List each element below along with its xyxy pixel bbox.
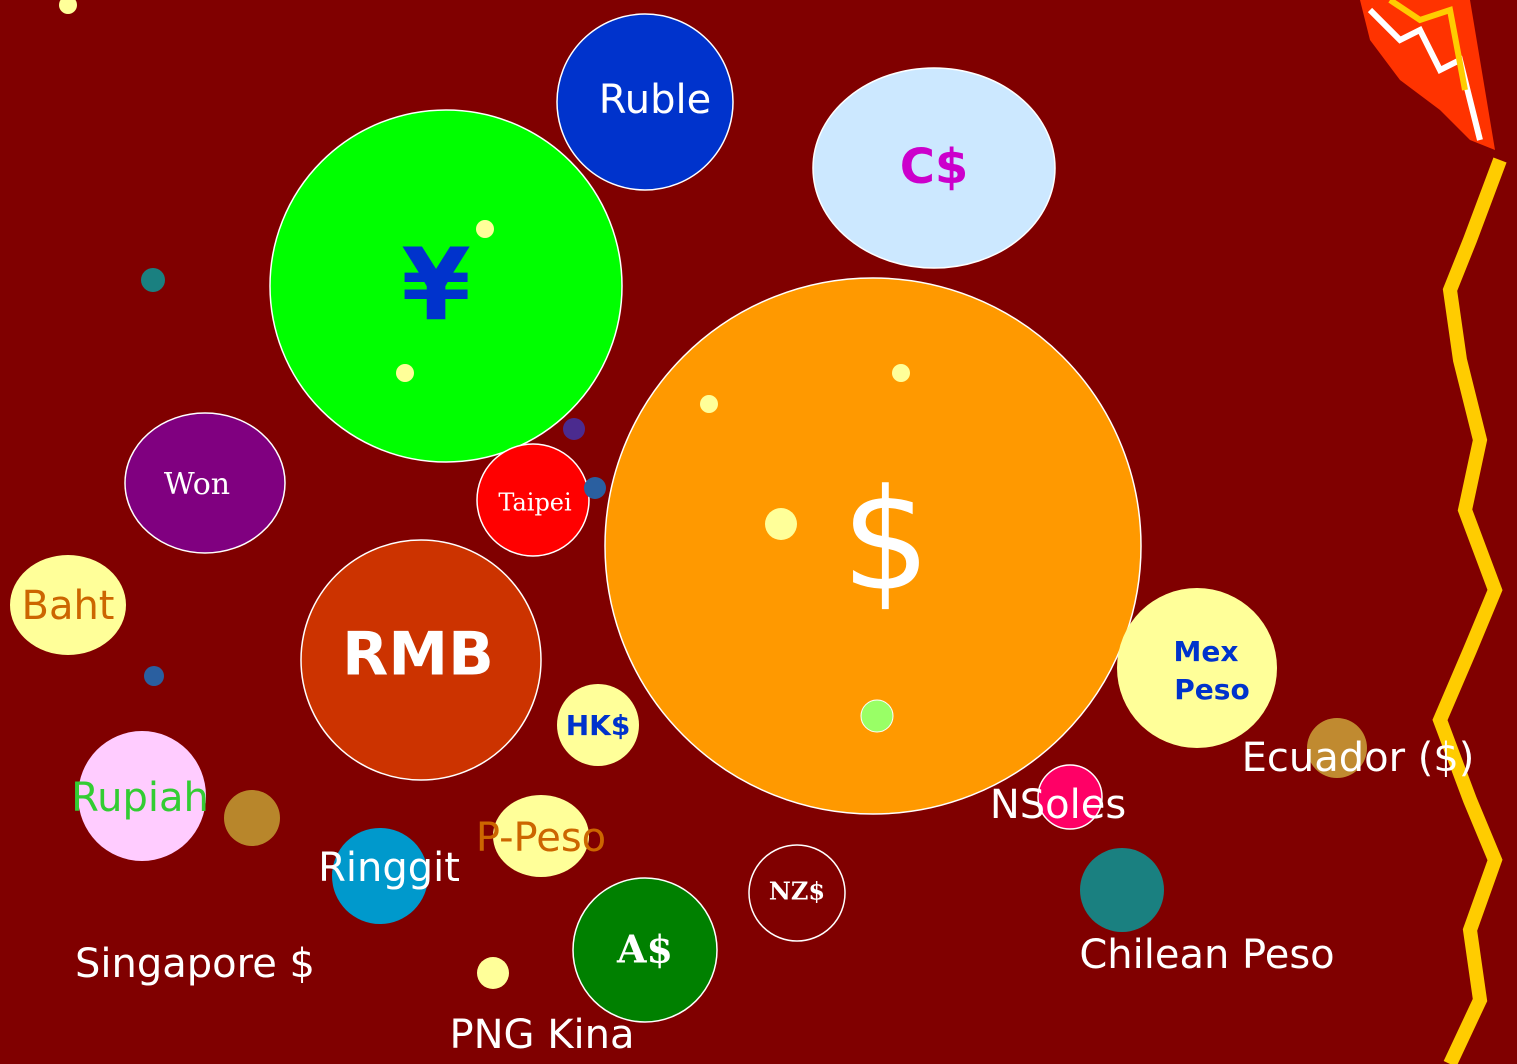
node-label: C$ <box>900 139 969 195</box>
bubble <box>124 412 286 554</box>
dot <box>476 220 494 238</box>
node-label: NSoles <box>990 782 1126 828</box>
node-label: Chilean Peso <box>1079 932 1334 978</box>
bubble <box>557 684 639 766</box>
node-label: Taipei <box>498 489 572 517</box>
bubble <box>556 13 734 191</box>
node-label: P-Peso <box>476 815 606 861</box>
node-label: HK$ <box>566 709 631 742</box>
bubble <box>1117 588 1277 748</box>
node-label: Won <box>164 467 230 502</box>
node-label: ¥ <box>401 226 471 343</box>
flame-stripe <box>1388 0 1468 91</box>
bubble <box>572 877 718 1023</box>
dot <box>860 699 894 733</box>
bubble <box>1037 764 1103 830</box>
node-label: Mex <box>1174 635 1239 668</box>
node-label: Rupiah <box>71 775 209 821</box>
node-label: A$ <box>616 927 673 972</box>
bubble <box>493 795 589 877</box>
node-label: Ruble <box>599 77 711 123</box>
gem <box>141 268 165 292</box>
node-label: Singapore $ <box>75 941 315 987</box>
dot <box>892 364 910 382</box>
ribbon <box>1432 157 1507 1064</box>
bubble <box>476 443 590 557</box>
node-label: Baht <box>22 583 115 629</box>
dot <box>700 395 718 413</box>
dot <box>477 957 509 989</box>
node-label: Peso <box>1174 673 1249 706</box>
gem <box>584 477 606 499</box>
gem <box>144 666 164 686</box>
gem <box>1080 848 1164 932</box>
node-label: NZ$ <box>769 877 825 906</box>
bubble <box>748 844 846 942</box>
coin <box>224 790 280 846</box>
node-label: $ <box>841 460 930 623</box>
bubble <box>300 539 542 781</box>
bubble <box>78 731 206 861</box>
dot <box>396 364 414 382</box>
dot <box>765 508 797 540</box>
node-label: Ringgit <box>318 845 460 891</box>
node-label: PNG Kina <box>450 1012 635 1058</box>
node-label: RMB <box>342 620 494 690</box>
bubble <box>269 109 623 463</box>
bubble <box>10 555 126 655</box>
node-label: Ecuador ($) <box>1242 735 1475 781</box>
gem <box>563 418 585 440</box>
bubble <box>812 67 1056 269</box>
coin <box>1307 718 1367 778</box>
bubble <box>604 277 1142 815</box>
bubble <box>332 828 428 924</box>
dot <box>59 0 77 14</box>
